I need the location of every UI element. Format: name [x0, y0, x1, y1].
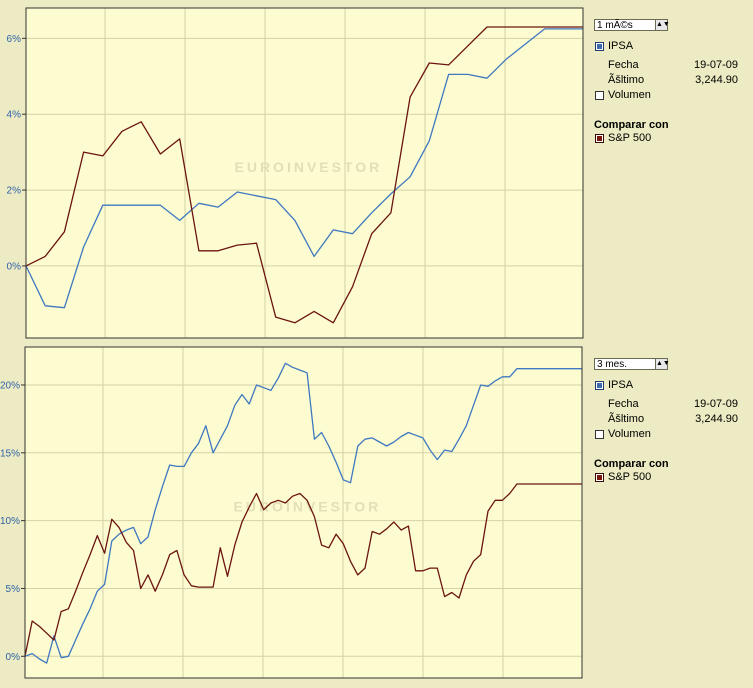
y-tick-label: 5%	[6, 584, 21, 595]
period-select[interactable]: 1 mÃ©s ▲▼	[594, 19, 670, 31]
ipsa-series-line	[25, 28, 583, 309]
chevron-down-icon[interactable]: ▲▼	[655, 359, 670, 369]
ipsa-label: IPSA	[608, 40, 634, 52]
chevron-down-icon[interactable]: ▲▼	[655, 20, 670, 30]
volumen-checkbox[interactable]	[595, 430, 604, 439]
volumen-label: Volumen	[608, 89, 651, 101]
y-tick-label: 4%	[7, 110, 22, 121]
volumen-label: Volumen	[608, 428, 651, 440]
fecha-value: 19-07-09	[693, 398, 738, 410]
volumen-checkbox[interactable]	[595, 91, 604, 100]
ultimo-value: 3,244.90	[695, 74, 738, 86]
ipsa-checkbox[interactable]	[595, 381, 604, 390]
ultimo-label: Ãšltimo	[608, 413, 645, 425]
line-chart-1m: 0% 2% 4% 6% EUROINVESTOR	[7, 7, 584, 339]
sp500-label: S&P 500	[608, 132, 652, 144]
y-tick-label: 0%	[6, 652, 21, 663]
y-tick-label: 10%	[0, 516, 20, 527]
period-select-value: 1 mÃ©s	[597, 20, 633, 31]
compare-title: Comparar con	[594, 458, 669, 470]
sp500-checkbox[interactable]	[595, 473, 604, 482]
sp500-checkbox[interactable]	[595, 134, 604, 143]
plot-area	[25, 347, 582, 678]
sp500-series-line	[25, 26, 583, 324]
fecha-value: 19-07-09	[693, 59, 738, 71]
ipsa-label: IPSA	[608, 379, 634, 391]
ultimo-value: 3,244.90	[695, 413, 738, 425]
y-tick-label: 20%	[0, 380, 20, 391]
plot-border	[25, 7, 584, 339]
y-tick-label: 0%	[7, 261, 22, 272]
sp500-series-line	[24, 483, 582, 657]
ipsa-series-line	[24, 362, 582, 664]
chart-panel-3m: 0% 5% 10% 15% 20% EUROINVESTOR 3 mes. ▲▼ IPSA…	[0, 340, 753, 688]
period-select-value: 3 mes.	[597, 359, 628, 370]
period-select[interactable]: 3 mes. ▲▼	[594, 358, 670, 370]
sp500-label: S&P 500	[608, 471, 652, 483]
watermark-logo: EUROINVESTOR	[235, 159, 383, 175]
line-chart-3m: 0% 5% 10% 15% 20% EUROINVESTOR	[0, 346, 583, 679]
y-tick-label: 2%	[7, 186, 22, 197]
ultimo-label: Ãšltimo	[608, 74, 645, 86]
fecha-label: Fecha	[608, 59, 639, 71]
fecha-label: Fecha	[608, 398, 639, 410]
ipsa-checkbox[interactable]	[595, 42, 604, 51]
y-tick-label: 15%	[0, 448, 20, 459]
y-tick-label: 6%	[7, 34, 22, 45]
plot-border	[24, 346, 583, 679]
compare-title: Comparar con	[594, 119, 669, 131]
plot-area	[26, 8, 583, 338]
chart-panel-1m: 0% 2% 4% 6% EUROINVESTOR 1 mÃ©s ▲▼ IPSA Fech…	[0, 0, 753, 340]
watermark-logo: EUROINVESTOR	[234, 499, 382, 515]
